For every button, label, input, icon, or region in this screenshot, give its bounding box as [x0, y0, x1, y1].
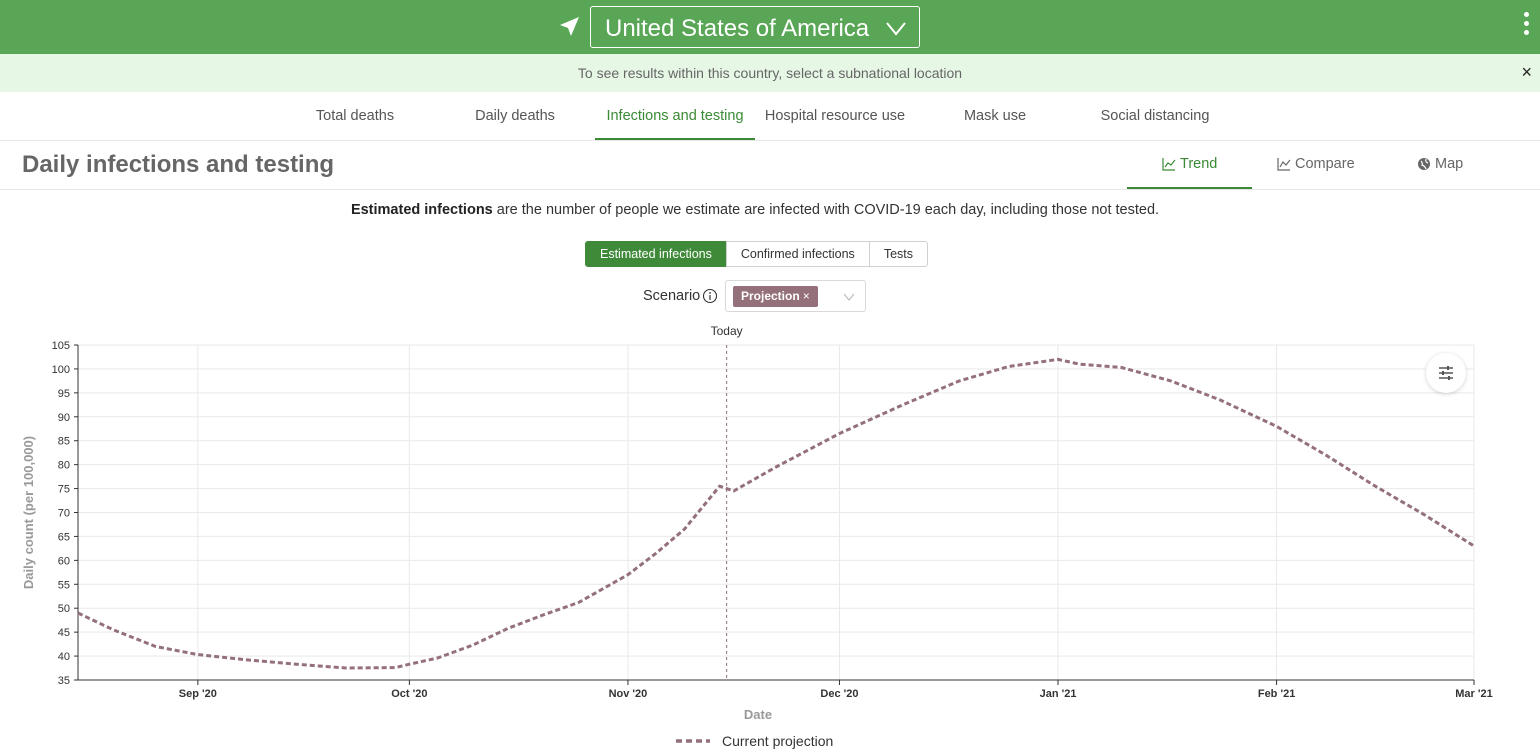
tab-daily-deaths[interactable]: Daily deaths	[475, 108, 555, 124]
tab-compare-label: Compare	[1295, 156, 1355, 172]
page-title: Daily infections and testing	[22, 151, 335, 178]
x-tick-label: Mar '21	[1455, 688, 1492, 700]
active-view-indicator	[1127, 187, 1252, 189]
info-icon[interactable]	[702, 288, 718, 304]
description-rest: are the number of people we estimate are…	[492, 202, 1160, 218]
series-line-current-projection	[77, 357, 1475, 670]
y-tick-label: 105	[52, 340, 70, 352]
scenario-label: Scenario	[643, 288, 701, 304]
more-menu-icon[interactable]	[1520, 12, 1532, 42]
y-tick-label: 90	[58, 412, 70, 424]
tab-map[interactable]: Map	[1417, 156, 1463, 172]
chevron-down-icon	[843, 293, 855, 301]
location-name: United States of America	[605, 15, 870, 42]
notice-bar: To see results within this country, sele…	[0, 54, 1540, 92]
y-tick-label: 80	[58, 460, 70, 472]
active-tab-indicator	[595, 138, 755, 140]
remove-tag-icon[interactable]: ×	[802, 289, 810, 303]
area-chart-icon	[1277, 158, 1291, 171]
tab-social-distancing[interactable]: Social distancing	[1100, 108, 1210, 124]
x-axis-label: Date	[744, 707, 772, 722]
description-bold: Estimated infections	[350, 202, 493, 218]
y-tick-label: 45	[58, 627, 70, 639]
x-tick-label: Nov '20	[609, 688, 648, 700]
confirmed-infections-button[interactable]: Confirmed infections	[725, 241, 870, 267]
tab-mask-use[interactable]: Mask use	[963, 108, 1027, 124]
y-tick-label: 35	[58, 675, 70, 687]
notice-text: To see results within this country, sele…	[577, 65, 963, 81]
close-icon[interactable]: ×	[1521, 62, 1532, 82]
main-tabs: Total deaths Daily deaths Infections and…	[0, 92, 1540, 141]
y-tick-label: 95	[58, 388, 70, 400]
location-select[interactable]: United States of America	[590, 6, 920, 48]
tab-infections-and-testing[interactable]: Infections and testing	[606, 108, 744, 124]
y-tick-label: 40	[58, 651, 70, 663]
y-tick-label: 65	[58, 531, 70, 543]
view-tabs: Trend Compare Map	[0, 141, 1540, 190]
x-tick-label: Oct '20	[391, 688, 427, 700]
tab-map-label: Map	[1435, 156, 1464, 172]
tab-compare[interactable]: Compare	[1277, 156, 1355, 172]
scenario-tag-label: Projection	[741, 289, 800, 303]
y-axis-label: Daily count (per 100,000)	[21, 436, 36, 589]
x-tick-label: Sep '20	[179, 688, 217, 700]
tab-total-deaths[interactable]: Total deaths	[315, 108, 395, 124]
legend-label: Current projection	[722, 733, 833, 749]
scenario-tag: Projection ×	[733, 286, 818, 307]
y-tick-label: 70	[58, 508, 70, 520]
tab-trend-label: Trend	[1180, 156, 1218, 172]
y-tick-label: 100	[52, 364, 70, 376]
y-tick-label: 75	[58, 484, 70, 496]
estimated-infections-button[interactable]: Estimated infections	[585, 241, 727, 267]
tab-trend[interactable]: Trend	[1162, 156, 1217, 172]
globe-icon	[1418, 158, 1430, 170]
scenario-select[interactable]: Projection ×	[725, 280, 866, 312]
y-tick-label: 60	[58, 555, 70, 567]
chart-description: Estimated infections are the number of p…	[0, 202, 1510, 218]
tests-button[interactable]: Tests	[868, 241, 928, 267]
y-tick-label: 85	[58, 436, 70, 448]
chevron-down-icon	[886, 22, 906, 36]
metric-toggle: Estimated infections Confirmed infection…	[585, 241, 928, 267]
line-chart-icon	[1162, 158, 1176, 171]
top-bar: United States of America	[0, 0, 1540, 54]
x-tick-label: Feb '21	[1258, 688, 1295, 700]
chart-settings-button[interactable]	[1426, 353, 1466, 393]
location-arrow-icon[interactable]	[557, 15, 581, 39]
today-label: Today	[711, 324, 743, 338]
x-tick-label: Jan '21	[1040, 688, 1077, 700]
daily-infections-chart: 35 40 45 50 55 60 65 70 75 80 85 90 95 100 105 Sep '20 O…	[21, 324, 1493, 749]
tab-hospital-resource-use[interactable]: Hospital resource use	[764, 108, 906, 124]
y-tick-label: 55	[58, 579, 70, 591]
y-tick-label: 50	[58, 603, 70, 615]
sliders-icon	[1439, 366, 1453, 380]
x-tick-label: Dec '20	[820, 688, 858, 700]
